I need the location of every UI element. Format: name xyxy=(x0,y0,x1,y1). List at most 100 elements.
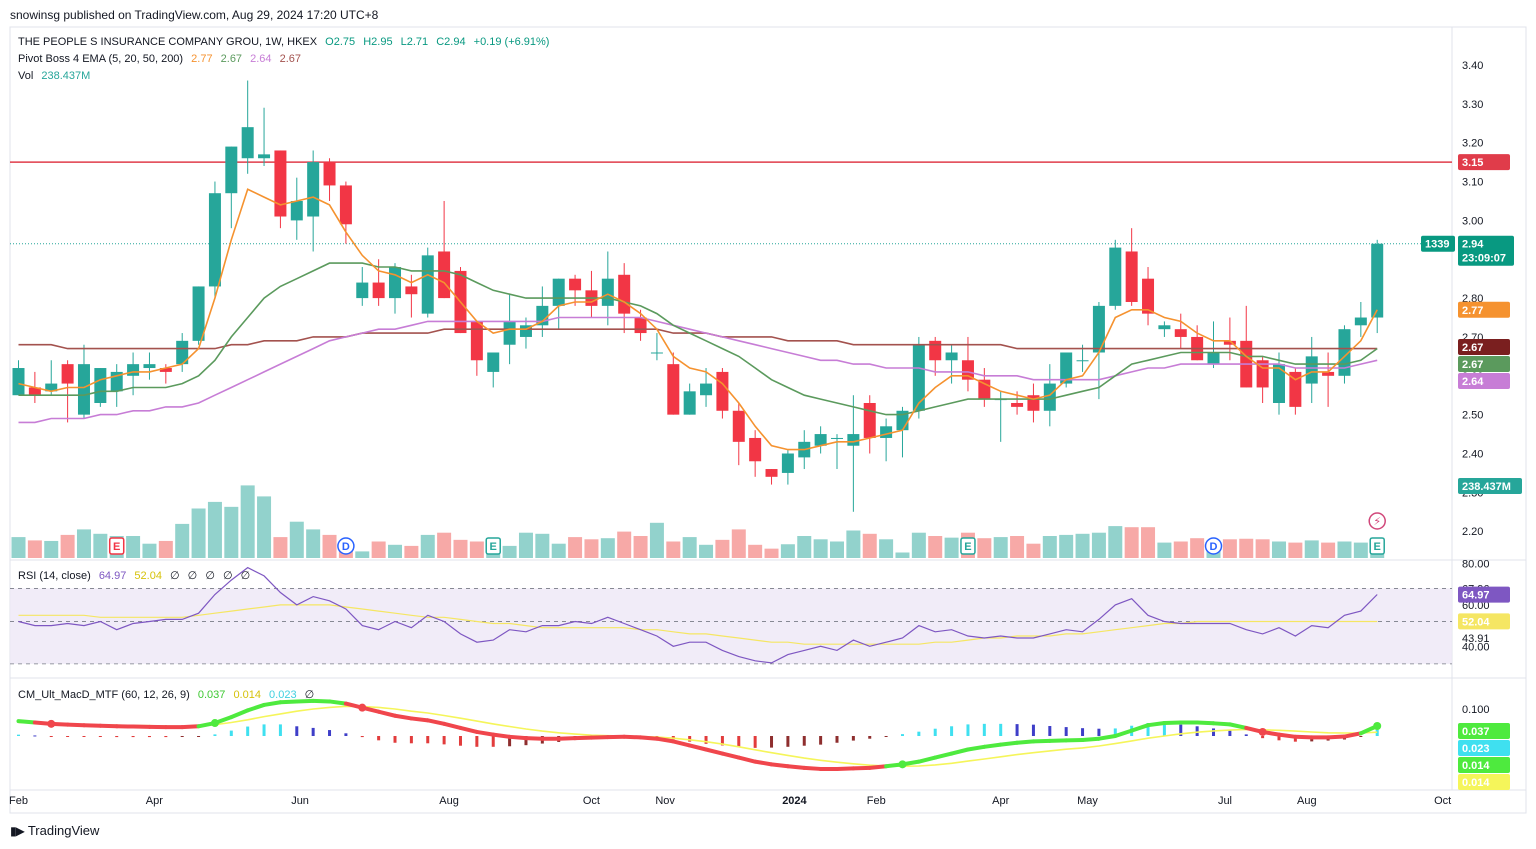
candle-body xyxy=(978,379,991,400)
macd-line-segment xyxy=(654,736,676,744)
volume-bar xyxy=(1239,538,1254,558)
volume-bar xyxy=(895,552,910,558)
macd-line-segment xyxy=(245,702,267,713)
ema200-value: 2.67 xyxy=(279,53,302,65)
volume-badge: 238.437M xyxy=(1462,481,1511,493)
volume-bar xyxy=(1026,543,1041,558)
candle-body xyxy=(700,383,713,396)
event-marker-letter: E xyxy=(113,541,120,553)
volume-bars xyxy=(11,485,1385,558)
macd-histogram-bar xyxy=(66,736,70,737)
candle-body xyxy=(405,286,418,295)
volume-bar xyxy=(813,539,828,558)
macd-histogram-bar xyxy=(802,736,806,746)
last-price-badge-bg xyxy=(1458,235,1514,266)
candle-body xyxy=(143,364,156,369)
macd-line-segment xyxy=(262,700,283,707)
volume-bar xyxy=(207,501,222,558)
candle-body xyxy=(519,325,532,337)
candle-body xyxy=(94,368,107,403)
rsi-pane xyxy=(10,566,1452,665)
volume-bar xyxy=(1173,541,1188,558)
macd-histogram-bar xyxy=(131,736,135,738)
macd-histogram-bar xyxy=(524,736,528,746)
candle-body xyxy=(389,267,402,299)
time-tick-label: May xyxy=(1077,795,1098,807)
macd-line-segment xyxy=(376,709,398,718)
candle-body xyxy=(290,200,303,221)
volume-bar xyxy=(191,508,206,558)
macd-histogram-bar xyxy=(344,733,348,736)
macd-histogram-bar xyxy=(180,736,184,737)
candle-body xyxy=(1092,305,1105,353)
macd-line-segment xyxy=(327,699,348,706)
candle-body xyxy=(1076,360,1089,362)
macd-histogram-bar xyxy=(458,736,462,746)
candle-body xyxy=(61,364,74,384)
time-tick-label: 2024 xyxy=(782,795,807,807)
volume-bar xyxy=(1271,541,1286,558)
macd-histogram-bar xyxy=(98,736,102,737)
macd-line-segment xyxy=(1276,732,1298,739)
macd-histogram-bar xyxy=(115,736,119,738)
rsi-na-4: ∅ xyxy=(222,570,233,582)
macd-histogram-bar xyxy=(737,736,741,747)
volume-bar xyxy=(944,537,959,558)
macd-line-segment xyxy=(409,716,430,723)
volume-bar xyxy=(535,533,550,558)
macd-histogram-bar xyxy=(360,736,364,738)
macd-histogram-bar xyxy=(1097,728,1101,736)
candle-body xyxy=(1043,383,1056,411)
volume-bar xyxy=(355,551,370,558)
macd-cross-dot xyxy=(47,719,56,728)
macd-value: 0.037 xyxy=(197,689,226,701)
candle-body xyxy=(1322,371,1335,376)
volume-legend: Vol 238.437M xyxy=(18,70,95,82)
volume-bar xyxy=(175,523,190,558)
macd-line-segment xyxy=(573,735,594,741)
ema5-value: 2.77 xyxy=(191,53,213,65)
macd-line-segment xyxy=(393,713,414,721)
volume-bar xyxy=(1075,533,1090,558)
macd-histogram-bar xyxy=(311,727,315,736)
volume-bar xyxy=(388,544,403,558)
macd-legend: CM_Ult_MacD_MTF (60, 12, 26, 9) 0.037 0.… xyxy=(18,688,319,701)
volume-bar xyxy=(830,541,844,558)
volume-bar xyxy=(862,533,877,558)
candle-body xyxy=(1256,360,1269,388)
ema5-badge-bg xyxy=(1458,301,1510,318)
event-marker-letter: E xyxy=(1374,541,1381,553)
macd-line-segment xyxy=(671,739,692,748)
volume-bar xyxy=(600,538,615,558)
candle-body xyxy=(667,364,680,415)
volume-bar xyxy=(780,544,795,558)
macd-badge: 0.037 xyxy=(1462,726,1490,738)
candle-body xyxy=(781,453,794,473)
volume-bar xyxy=(879,539,894,558)
ohlc-high: H2.95 xyxy=(363,36,393,48)
rsi-ma-line xyxy=(18,604,1378,645)
volume-bar xyxy=(44,540,59,558)
macd-histogram-bar xyxy=(377,736,381,741)
ema-label: Pivot Boss 4 EMA (5, 20, 50, 200) xyxy=(18,53,184,65)
candle-body xyxy=(176,340,189,365)
ohlc-change: +0.19 (+6.91%) xyxy=(473,36,550,48)
price-tick-label: 3.10 xyxy=(1462,177,1483,189)
candle-body xyxy=(1109,247,1122,306)
signal-line xyxy=(18,705,1378,768)
ohlc-open: O2.75 xyxy=(325,36,356,48)
rsi-line xyxy=(18,566,1378,664)
volume-bar xyxy=(1288,542,1303,558)
macd-histogram-bar xyxy=(491,736,495,747)
macd-line-segment xyxy=(933,751,954,760)
macd-line-segment xyxy=(474,729,496,737)
resistance-badge: 3.15 xyxy=(1462,157,1483,169)
macd-line-segment xyxy=(1146,721,1167,728)
macd-line-segment xyxy=(98,723,119,729)
resistance-badge-bg xyxy=(1458,154,1510,171)
macd-line-segment xyxy=(622,734,643,740)
macd-line-segment xyxy=(982,742,1003,749)
tradingview-logo[interactable]: ▮▶ TradingView xyxy=(10,823,99,838)
macd-line-segment xyxy=(491,732,512,739)
